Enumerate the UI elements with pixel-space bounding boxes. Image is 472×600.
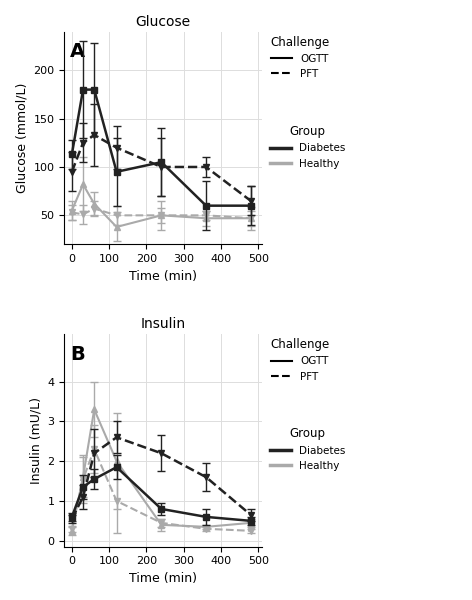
Legend: Diabetes, Healthy: Diabetes, Healthy bbox=[266, 423, 350, 475]
X-axis label: Time (min): Time (min) bbox=[129, 269, 197, 283]
Text: A: A bbox=[70, 42, 85, 61]
X-axis label: Time (min): Time (min) bbox=[129, 572, 197, 585]
Y-axis label: Insulin (mU/L): Insulin (mU/L) bbox=[29, 397, 42, 484]
Y-axis label: Glucose (mmol/L): Glucose (mmol/L) bbox=[15, 83, 28, 193]
Title: Insulin: Insulin bbox=[141, 317, 186, 331]
Legend: Diabetes, Healthy: Diabetes, Healthy bbox=[266, 121, 350, 173]
Text: B: B bbox=[70, 344, 85, 364]
Title: Glucose: Glucose bbox=[135, 15, 191, 29]
